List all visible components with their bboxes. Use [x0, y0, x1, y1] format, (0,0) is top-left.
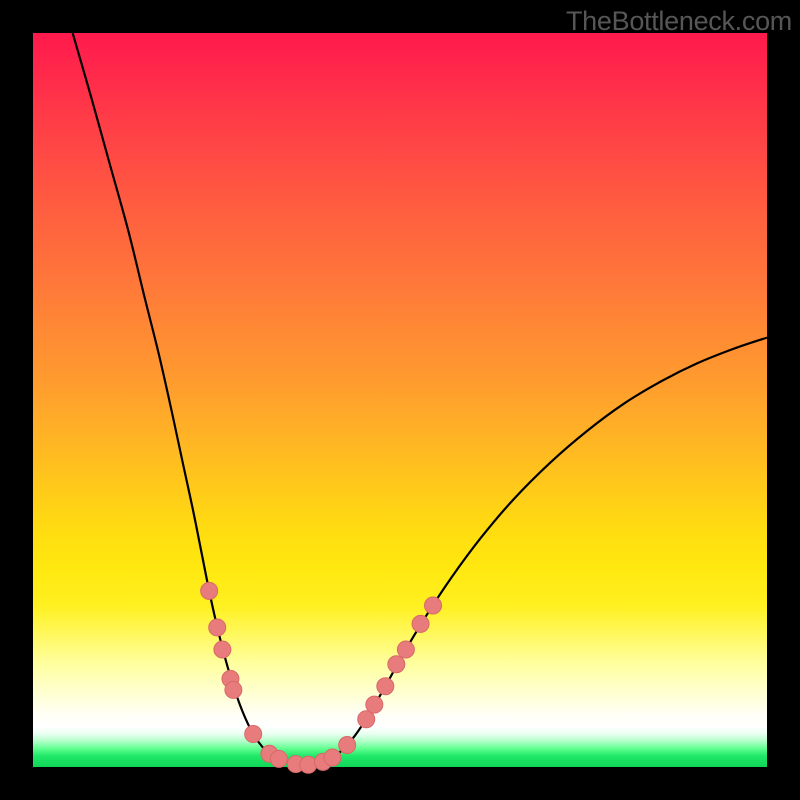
watermark-label: TheBottleneck.com — [566, 6, 792, 37]
marker-point — [324, 749, 341, 766]
marker-point — [245, 725, 262, 742]
marker-point — [339, 736, 356, 753]
marker-point — [201, 582, 218, 599]
curve-left-branch — [73, 33, 306, 765]
marker-point — [397, 641, 414, 658]
marker-point — [366, 696, 383, 713]
marker-point — [300, 756, 317, 773]
marker-point — [209, 619, 226, 636]
marker-point — [270, 750, 287, 767]
chart-svg — [33, 33, 767, 767]
markers-group — [201, 582, 442, 773]
marker-point — [425, 597, 442, 614]
marker-point — [388, 656, 405, 673]
marker-point — [225, 681, 242, 698]
chart-root: TheBottleneck.com — [0, 0, 800, 800]
marker-point — [412, 615, 429, 632]
marker-point — [377, 678, 394, 695]
marker-point — [214, 641, 231, 658]
